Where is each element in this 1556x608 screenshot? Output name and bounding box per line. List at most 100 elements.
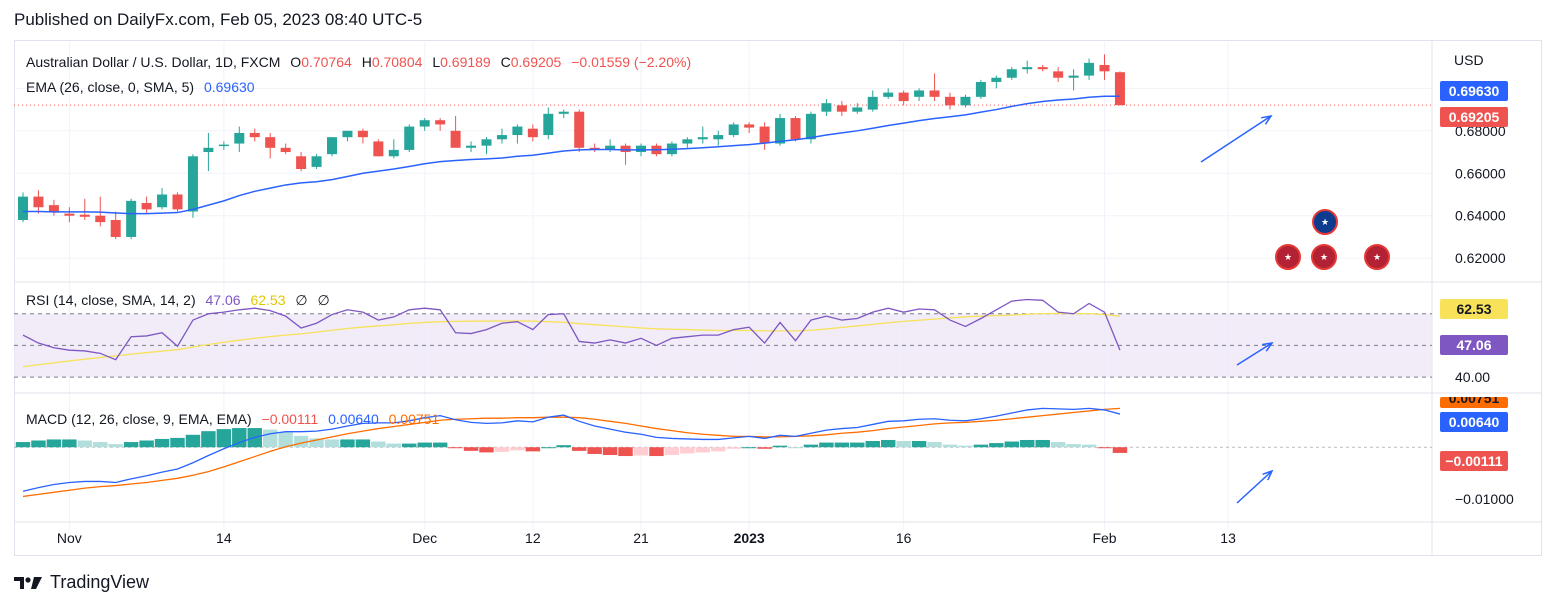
candle-body[interactable]: [836, 105, 847, 112]
us-event-flag-icon[interactable]: ★: [1275, 244, 1301, 270]
candle-body[interactable]: [558, 111, 569, 114]
candle-body[interactable]: [960, 96, 971, 106]
candle-body[interactable]: [466, 145, 477, 148]
candle-body[interactable]: [883, 92, 894, 97]
candle-body[interactable]: [357, 130, 368, 138]
candle-body[interactable]: [512, 126, 523, 136]
candle-body[interactable]: [79, 214, 90, 217]
candle-body[interactable]: [898, 92, 909, 102]
ohlc-low: L0.69189: [432, 54, 491, 70]
candle-body[interactable]: [914, 90, 925, 97]
candle-body[interactable]: [496, 135, 507, 140]
macd-histogram-bar: [1097, 447, 1112, 449]
ema-line: [23, 95, 1120, 215]
candle-body[interactable]: [1114, 72, 1125, 106]
candle-body[interactable]: [311, 156, 322, 167]
australia-event-flag-icon[interactable]: ★: [1312, 209, 1338, 235]
candle-body[interactable]: [234, 132, 245, 144]
candle-body[interactable]: [33, 196, 44, 208]
symbol-title: Australian Dollar / U.S. Dollar, 1D, FXC…: [26, 54, 281, 70]
candle-body[interactable]: [419, 120, 430, 127]
candle-body[interactable]: [852, 107, 863, 112]
rsi-extra-1: ∅: [295, 292, 308, 308]
candle-body[interactable]: [1037, 67, 1048, 70]
candle-body[interactable]: [327, 137, 337, 155]
candle-body[interactable]: [821, 103, 832, 112]
candle-body[interactable]: [975, 81, 986, 97]
candle-body[interactable]: [1068, 75, 1079, 78]
candle-body[interactable]: [1099, 64, 1110, 72]
candle-body[interactable]: [991, 77, 1002, 82]
candle-body[interactable]: [790, 118, 801, 140]
candle-body[interactable]: [620, 145, 631, 153]
signal-tag: 0.00751: [1440, 397, 1508, 408]
candle-body[interactable]: [1053, 71, 1064, 78]
candle-body[interactable]: [744, 124, 755, 128]
chart-frame[interactable]: [14, 40, 1542, 556]
candle-body[interactable]: [775, 118, 786, 144]
macd-histogram-bar: [726, 447, 741, 449]
candle-body[interactable]: [187, 156, 198, 212]
candle-body[interactable]: [713, 135, 724, 140]
us-event-flag-icon[interactable]: ★: [1311, 244, 1337, 270]
candle-body[interactable]: [682, 139, 693, 144]
candle-body[interactable]: [759, 126, 770, 144]
rsi-ma-line: [22, 312, 1121, 368]
candle-body[interactable]: [280, 147, 291, 153]
candle-body[interactable]: [141, 202, 152, 210]
candle-body[interactable]: [605, 145, 616, 150]
macd-histogram-bar: [958, 445, 973, 448]
candle-body[interactable]: [867, 96, 878, 110]
time-tick-label: Dec: [412, 530, 437, 546]
candle-body[interactable]: [342, 130, 353, 138]
macd-histogram-bar: [819, 442, 834, 448]
candle-body[interactable]: [157, 194, 168, 208]
candle-body[interactable]: [481, 139, 492, 146]
macd-histogram-bar: [1020, 439, 1035, 448]
candle-body[interactable]: [945, 96, 955, 106]
candle-body[interactable]: [64, 213, 75, 216]
price-tick-label: 0.64000: [1455, 208, 1506, 224]
candle-body[interactable]: [249, 132, 260, 138]
annotation-arrow: [1236, 342, 1273, 366]
candle-body[interactable]: [373, 141, 384, 157]
macd-histogram-bar: [31, 440, 46, 448]
ohlc-close: C0.69205: [500, 54, 562, 70]
candle-body[interactable]: [265, 137, 276, 148]
candle-body[interactable]: [110, 219, 121, 237]
candle-body[interactable]: [435, 120, 446, 125]
rsi-value: 47.06: [205, 292, 241, 308]
candle-body[interactable]: [18, 196, 28, 220]
candle-body[interactable]: [527, 128, 538, 138]
candle-body[interactable]: [218, 144, 229, 147]
candle-body[interactable]: [1084, 62, 1095, 76]
candle-body[interactable]: [48, 205, 59, 213]
macd-histogram-bar: [973, 444, 989, 448]
candle-body[interactable]: [929, 90, 940, 97]
macd-histogram-bar: [432, 442, 448, 448]
candle-body[interactable]: [805, 113, 816, 140]
candle-body[interactable]: [388, 149, 399, 157]
macd-histogram-bar: [309, 438, 324, 448]
candle-body[interactable]: [296, 156, 307, 170]
candle-body[interactable]: [95, 215, 106, 223]
us-event-flag-icon[interactable]: ★: [1364, 244, 1390, 270]
candle-body[interactable]: [450, 130, 461, 148]
candle-body[interactable]: [172, 194, 183, 210]
candle-body[interactable]: [574, 111, 585, 148]
candle-body[interactable]: [404, 126, 415, 150]
candle-body[interactable]: [126, 200, 137, 237]
candle-body[interactable]: [1006, 69, 1017, 78]
candle-body[interactable]: [1022, 67, 1033, 70]
candle-body[interactable]: [203, 147, 214, 153]
candle-body[interactable]: [636, 145, 646, 153]
rsi-legend: RSI (14, close, SMA, 14, 2) 47.06 62.53 …: [26, 292, 336, 309]
rsi-tick-label: 40.00: [1455, 369, 1490, 385]
candle-body[interactable]: [543, 113, 554, 136]
macd-histogram-bar: [865, 441, 880, 448]
candle-body[interactable]: [728, 124, 739, 136]
candle-body[interactable]: [697, 137, 708, 140]
macd-histogram-bar: [185, 434, 201, 448]
macd-histogram-bar: [541, 447, 556, 449]
